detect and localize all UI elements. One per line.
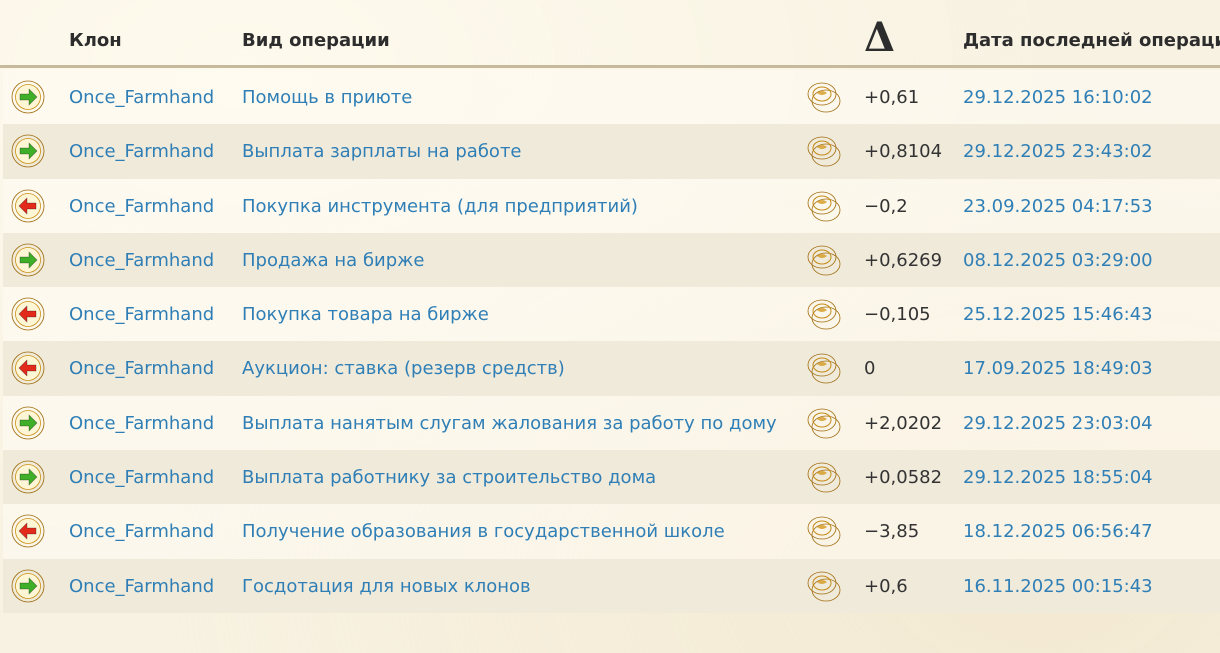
operation-link[interactable]: Помощь в приюте <box>242 87 413 108</box>
clone-link[interactable]: Once_Farmhand <box>69 304 215 326</box>
operation-link[interactable]: Получение образования в государственной … <box>242 521 725 543</box>
column-header-clone[interactable]: Клон <box>69 30 122 51</box>
date-link[interactable]: 18.12.2025 06:56:47 <box>963 521 1153 543</box>
gold-coins-icon <box>805 569 843 603</box>
date-link[interactable]: 29.12.2025 23:03:04 <box>963 412 1153 434</box>
clone-link[interactable]: Once_Farmhand <box>69 358 215 380</box>
column-header-delta[interactable]: Δ <box>864 14 896 61</box>
gold-coins-icon <box>805 460 843 494</box>
operation-link[interactable]: Выплата нанятым слугам жалования за рабо… <box>242 412 777 434</box>
gold-coins-icon <box>805 297 843 331</box>
date-link[interactable]: 23.09.2025 04:17:53 <box>963 195 1153 217</box>
clone-link[interactable]: Once_Farmhand <box>69 141 215 163</box>
table-row: Once_Farmhand Покупка товара на бирже −0,1… <box>3 287 1220 342</box>
column-header-date[interactable]: Дата последней операции <box>963 30 1220 51</box>
operation-link[interactable]: Покупка товара на бирже <box>242 304 489 326</box>
clone-link[interactable]: Once_Farmhand <box>69 412 215 434</box>
date-link[interactable]: 08.12.2025 03:29:00 <box>963 249 1153 271</box>
date-link[interactable]: 17.09.2025 18:49:03 <box>963 358 1153 380</box>
operation-link[interactable]: Госдотация для новых клонов <box>242 575 531 597</box>
clone-link[interactable]: Once_Farmhand <box>69 521 215 543</box>
gold-coins-icon <box>805 80 843 114</box>
table-row: Once_Farmhand Выплата работнику за строит… <box>3 450 1220 505</box>
arrow-right-icon <box>11 243 45 277</box>
date-link[interactable]: 29.12.2025 18:55:04 <box>963 467 1153 489</box>
gold-coins-icon <box>805 243 843 277</box>
date-link[interactable]: 29.12.2025 16:10:02 <box>963 87 1153 108</box>
arrow-right-icon <box>11 569 45 603</box>
column-header-operation[interactable]: Вид операции <box>242 30 390 51</box>
amount-value: +0,6 <box>864 575 908 597</box>
operation-link[interactable]: Выплата зарплаты на работе <box>242 141 522 163</box>
table-row: Once_Farmhand Выплата нанятым слугам жало… <box>3 395 1220 451</box>
clone-link[interactable]: Once_Farmhand <box>69 87 215 108</box>
amount-value: −3,85 <box>864 521 920 543</box>
operation-link[interactable]: Выплата работнику за строительство дома <box>242 467 657 489</box>
date-link[interactable]: 25.12.2025 15:46:43 <box>963 304 1153 326</box>
amount-value: +2,0202 <box>864 412 943 434</box>
date-link[interactable]: 16.11.2025 00:15:43 <box>963 575 1153 597</box>
clone-link[interactable]: Once_Farmhand <box>69 575 215 597</box>
arrow-right-icon <box>11 80 45 114</box>
table-row: Once_Farmhand Покупка инструмента (для пр… <box>3 178 1220 233</box>
arrow-right-icon <box>11 460 45 494</box>
date-link[interactable]: 29.12.2025 23:43:02 <box>963 141 1153 163</box>
gold-coins-icon <box>805 514 843 548</box>
gold-coins-icon <box>805 406 843 440</box>
table-header: Клон Вид операции Δ Дата последней опера… <box>0 0 1220 68</box>
arrow-left-icon <box>11 514 45 548</box>
transactions-table: Клон Вид операции Δ Дата последней опера… <box>0 0 1220 613</box>
clone-link[interactable]: Once_Farmhand <box>69 249 215 271</box>
gold-coins-icon <box>805 189 843 223</box>
table-row: Once_Farmhand Получение образования в гос… <box>3 504 1220 559</box>
amount-value: 0 <box>864 358 876 380</box>
amount-value: +0,6269 <box>864 249 943 271</box>
amount-value: +0,61 <box>864 87 920 108</box>
clone-link[interactable]: Once_Farmhand <box>69 195 215 217</box>
operation-link[interactable]: Продажа на бирже <box>242 249 425 271</box>
arrow-right-icon <box>11 134 45 168</box>
arrow-left-icon <box>11 297 45 331</box>
operation-link[interactable]: Аукцион: ставка (резерв средств) <box>242 358 565 380</box>
amount-value: −0,105 <box>864 304 931 326</box>
arrow-right-icon <box>11 406 45 440</box>
amount-value: +0,0582 <box>864 467 943 489</box>
table-row: Once_Farmhand Продажа на бирже +0,6269 08.1… <box>3 232 1220 288</box>
arrow-left-icon <box>11 189 45 223</box>
amount-value: −0,2 <box>864 195 908 217</box>
amount-value: +0,8104 <box>864 141 943 163</box>
table-row: Once_Farmhand Выплата зарплаты на работе +… <box>3 124 1220 179</box>
table-row: Once_Farmhand Помощь в приюте +0,61 29.12.2… <box>3 70 1220 125</box>
table-row: Once_Farmhand Госдотация для новых клонов… <box>3 558 1220 613</box>
table-body: Once_Farmhand Помощь в приюте +0,61 29.12.2… <box>3 70 1220 613</box>
arrow-left-icon <box>11 351 45 385</box>
clone-link[interactable]: Once_Farmhand <box>69 467 215 489</box>
gold-coins-icon <box>805 134 843 168</box>
table-row: Once_Farmhand Аукцион: ставка (резерв сре… <box>3 341 1220 396</box>
operation-link[interactable]: Покупка инструмента (для предприятий) <box>242 195 638 217</box>
gold-coins-icon <box>805 351 843 385</box>
